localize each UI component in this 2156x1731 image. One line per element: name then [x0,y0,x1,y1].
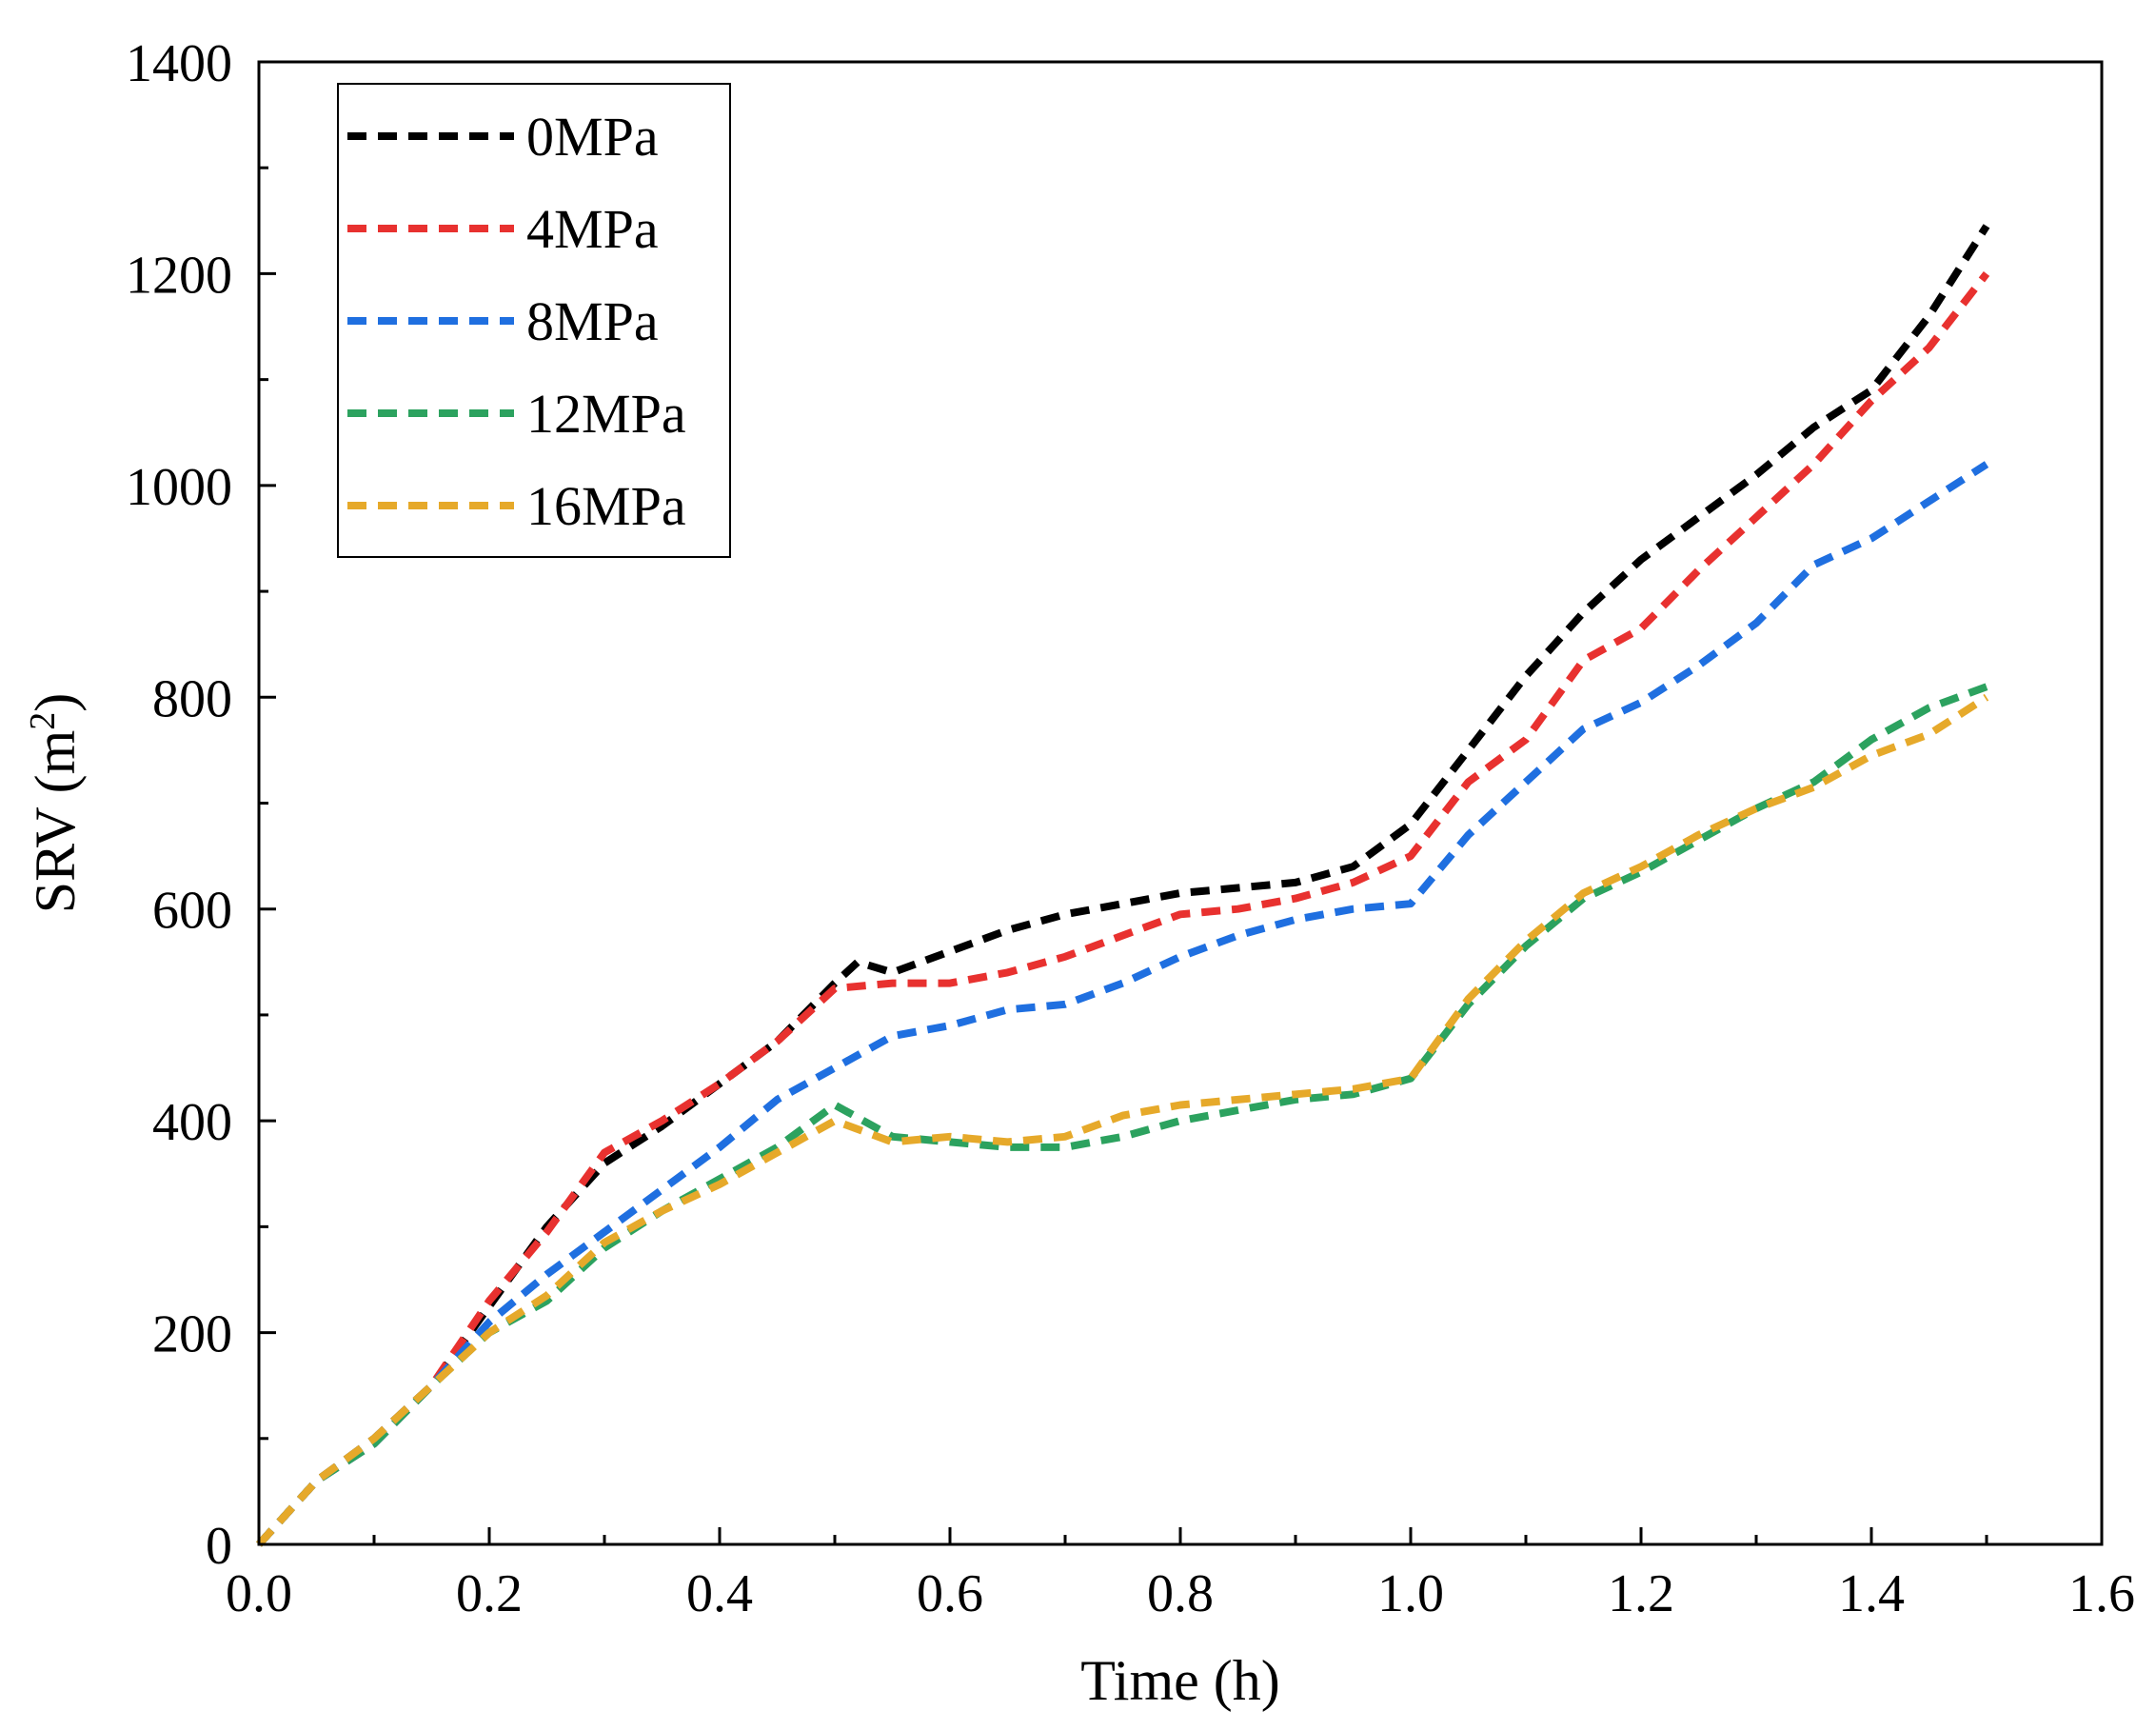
x-tick-label: 0.0 [226,1564,292,1623]
legend: 0MPa 4MPa 8MPa 12MPa 16MPa [337,83,731,558]
y-axis-title-end: ) [24,693,87,712]
axis-ticks [257,60,2104,1546]
y-tick-label: 1000 [126,458,232,517]
series-line-0mpa [256,224,1990,1547]
legend-label: 12MPa [526,383,686,445]
legend-label: 16MPa [526,475,686,537]
x-tick-label: 1.4 [1838,1564,1905,1623]
y-tick-label: 1200 [126,246,232,305]
x-tick-label: 1.0 [1377,1564,1444,1623]
x-axis-title: Time (h) [1080,1649,1279,1712]
y-tick-label: 400 [152,1093,232,1152]
legend-label: 8MPa [526,290,659,352]
y-tick-label: 0 [206,1517,232,1576]
series-line-12mpa [256,683,1988,1547]
legend-box [337,83,731,558]
legend-label: 4MPa [526,198,659,260]
y-axis-title-main: SRV (m [24,730,87,913]
tick-labels: 0.0 0.2 0.4 0.6 0.8 1.0 1.2 1.4 1.6 0 200 400 600 800… [126,34,2135,1623]
x-tick-label: 0.8 [1147,1564,1214,1623]
x-tick-label: 1.6 [2068,1564,2135,1623]
x-tick-label: 0.2 [456,1564,523,1623]
series-line-16mpa [256,693,1989,1547]
y-axis-title-superscript: 2 [23,712,63,730]
series-line-8mpa [256,461,1989,1547]
legend-label: 0MPa [526,106,659,168]
x-tick-label: 0.4 [686,1564,753,1623]
y-tick-label: 600 [152,882,232,941]
series-line-4mpa [256,270,1990,1547]
series-lines [256,224,1990,1547]
y-axis-title: SRV (m2) [23,693,87,913]
y-tick-label: 200 [152,1305,232,1364]
x-tick-label: 1.2 [1608,1564,1674,1623]
y-tick-label: 1400 [126,34,232,93]
x-tick-label: 0.6 [917,1564,983,1623]
y-tick-label: 800 [152,669,232,728]
